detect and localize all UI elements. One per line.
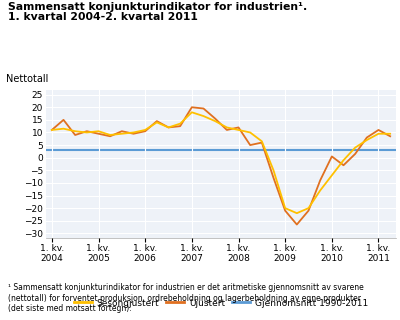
Text: Nettotall: Nettotall	[6, 74, 48, 84]
Text: ¹ Sammensatt konjunkturindikator for industrien er det aritmetiske gjennomsnitt : ¹ Sammensatt konjunkturindikator for ind…	[8, 283, 364, 313]
Text: 1. kvartal 2004-2. kvartal 2011: 1. kvartal 2004-2. kvartal 2011	[8, 12, 198, 22]
Text: Sammensatt konjunkturindikator for industrien¹.: Sammensatt konjunkturindikator for indus…	[8, 2, 307, 12]
Legend: Sesongjustert, Ujustert, Gjennomsnitt 1990-2011: Sesongjustert, Ujustert, Gjennomsnitt 19…	[70, 295, 372, 311]
